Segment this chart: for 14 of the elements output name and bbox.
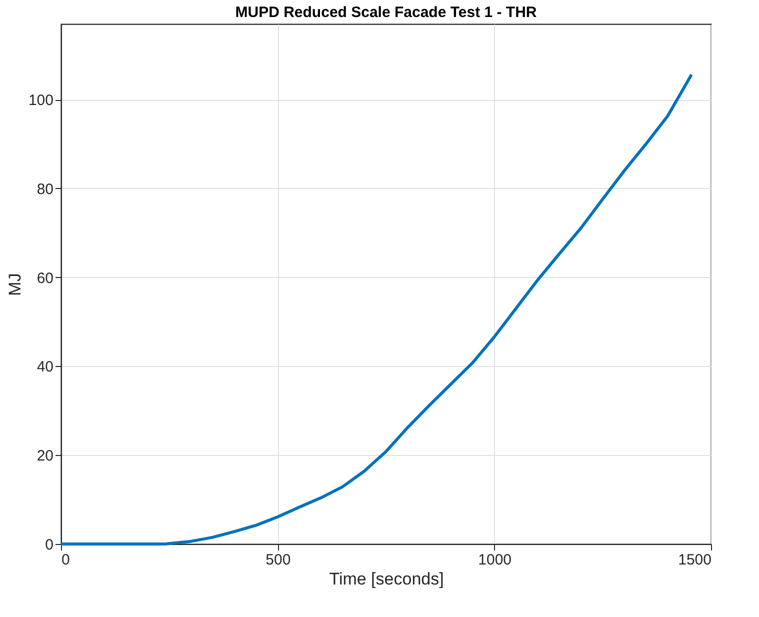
chart-title: MUPD Reduced Scale Facade Test 1 - THR [235, 4, 537, 21]
y-tick-label: 100 [28, 92, 54, 110]
y-tick-label: 20 [36, 448, 54, 465]
x-tick-label: 500 [266, 552, 291, 568]
y-tick-label: 60 [36, 270, 54, 287]
y-tick-label: 0 [45, 536, 54, 554]
x-tick-label: 0 [62, 552, 70, 568]
x-tick-label: 1000 [478, 552, 512, 568]
y-tick-label: 40 [36, 358, 54, 376]
y-axis-title: MJ [5, 273, 24, 296]
y-tick-label: 80 [36, 180, 54, 198]
x-tick-label: 1500 [678, 552, 712, 568]
x-axis-title: Time [seconds] [329, 570, 444, 588]
line-series [60, 73, 693, 546]
